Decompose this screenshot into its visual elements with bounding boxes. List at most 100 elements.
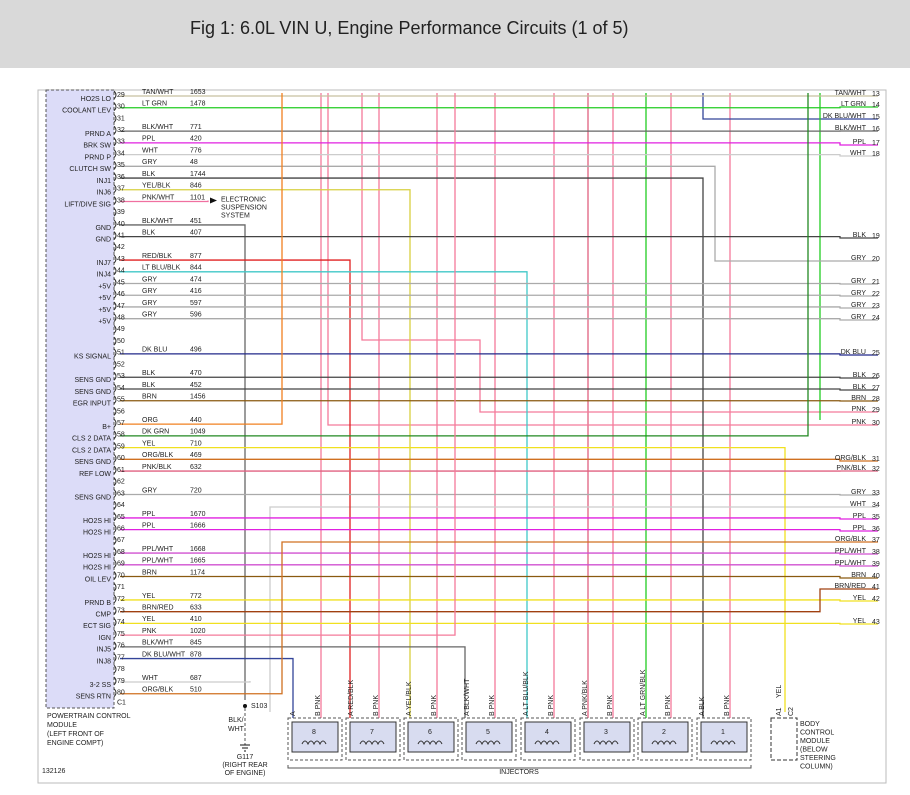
circuit-number: 48 xyxy=(190,159,198,166)
terminal-wire: PPL/WHT xyxy=(835,548,867,555)
wire xyxy=(361,93,878,413)
terminal-number: 34 xyxy=(872,502,880,509)
wire xyxy=(327,93,878,426)
pin-label: HO2S HI xyxy=(83,529,111,536)
pin-label: INJ4 xyxy=(97,272,112,279)
pin-label: REF LOW xyxy=(79,471,111,478)
terminal-wire: ORG/BLK xyxy=(835,536,866,543)
terminal-wire: LT GRN xyxy=(841,101,866,108)
pin-label: HO2S HI xyxy=(83,553,111,560)
wire xyxy=(120,153,878,157)
pin-label: CLUTCH SW xyxy=(69,166,111,173)
circuit-number: 597 xyxy=(190,300,202,307)
terminal-number: 14 xyxy=(872,102,880,109)
pin-connector xyxy=(113,582,117,592)
pin-connector xyxy=(113,500,117,510)
pin-b-label: B PNK xyxy=(373,695,380,716)
pin-connector xyxy=(113,383,117,393)
pin-number: 29 xyxy=(117,92,125,99)
terminal-wire: BLK xyxy=(853,232,867,239)
terminal-number: 22 xyxy=(872,291,880,298)
circuit-number: 1049 xyxy=(190,429,206,436)
pin-connector xyxy=(113,254,117,264)
wire-color: BRN/RED xyxy=(142,605,174,612)
pin-number: 39 xyxy=(117,209,125,216)
pin-label: IGN xyxy=(99,635,111,642)
coil xyxy=(593,740,619,746)
injector-number: 4 xyxy=(545,729,549,736)
pin-connector xyxy=(113,606,117,616)
terminal-number: 42 xyxy=(872,596,880,603)
pin-connector xyxy=(113,231,117,240)
injector-body xyxy=(524,721,572,753)
pin-a-label: A LT BLU/BLK xyxy=(523,671,530,716)
terminal-number: 40 xyxy=(872,573,880,580)
terminal-wire: GRY xyxy=(851,314,866,321)
wire-color: ORG/BLK xyxy=(142,452,173,459)
pin-number: 45 xyxy=(117,279,125,286)
circuit-number: 845 xyxy=(190,640,202,647)
terminal-wire: GRY xyxy=(851,489,866,496)
pin-number: 80 xyxy=(117,690,125,697)
ground-label: (RIGHT REAR xyxy=(222,762,267,769)
wire xyxy=(120,564,878,567)
wire-color: BLK xyxy=(142,171,156,178)
pin-label: KS SIGNAL xyxy=(74,354,111,361)
terminal-wire: PPL/WHT xyxy=(835,560,867,567)
terminal-number: 41 xyxy=(872,584,880,591)
wire-color: RED/BLK xyxy=(142,253,172,260)
wire-color: TAN/WHT xyxy=(142,89,174,96)
pin-number: 36 xyxy=(117,174,125,181)
pin-connector xyxy=(113,465,117,475)
wire-color: DK GRN xyxy=(142,429,169,436)
wire xyxy=(120,224,246,700)
pin-label: GND xyxy=(95,225,111,232)
pin-number: 33 xyxy=(117,139,125,146)
terminal-wire: BRN/RED xyxy=(834,583,866,590)
pin-connector xyxy=(113,149,117,158)
terminal-number: 37 xyxy=(872,537,880,544)
suspension-label: SUSPENSION xyxy=(221,204,267,211)
terminal-wire: GRY xyxy=(851,302,866,309)
pin-label: LIFT/DIVE SIG xyxy=(64,201,111,208)
pin-connector xyxy=(113,160,117,170)
coil xyxy=(475,740,501,746)
circuit-number: 1666 xyxy=(190,522,206,529)
wire xyxy=(120,165,878,262)
arrow xyxy=(210,197,217,204)
wire-color: BLK/WHT xyxy=(142,218,174,225)
terminal-wire: PPL xyxy=(853,513,866,520)
pin-b-label: B PNK xyxy=(315,695,322,716)
terminal-wire: YEL xyxy=(853,618,866,625)
pin-label: PRND P xyxy=(85,154,112,161)
pin-number: 70 xyxy=(117,572,125,579)
terminal-wire: PNK xyxy=(852,419,867,426)
coil xyxy=(651,740,677,746)
terminal-wire: BRN xyxy=(851,395,866,402)
pin-connector xyxy=(113,114,117,123)
pin-number: 62 xyxy=(117,479,125,486)
splice-wire: BLK/ xyxy=(228,717,243,724)
wire xyxy=(120,106,878,109)
terminal-wire: BLK/WHT xyxy=(835,125,867,132)
title: Fig 1: 6.0L VIN U, Engine Performance Ci… xyxy=(190,18,629,38)
terminal-wire: BLK xyxy=(853,372,867,379)
terminal-number: 23 xyxy=(872,303,880,310)
wire xyxy=(120,493,878,496)
terminal-number: 39 xyxy=(872,561,880,568)
pin-label: +5V xyxy=(98,307,111,314)
injector-number: 2 xyxy=(662,729,666,736)
pin-connector xyxy=(113,371,117,381)
terminal-wire: DK BLU xyxy=(841,349,866,356)
pin-number: 46 xyxy=(117,291,125,298)
pin-connector xyxy=(113,137,117,147)
pin-label: INJ5 xyxy=(97,647,112,654)
pin-connector xyxy=(113,407,117,416)
terminal-number: 28 xyxy=(872,396,880,403)
wire xyxy=(120,376,878,379)
wire xyxy=(120,235,878,239)
wire-color: BLK xyxy=(142,370,156,377)
circuit-number: 877 xyxy=(190,253,202,260)
wire-color: PNK/BLK xyxy=(142,464,172,471)
wire xyxy=(120,93,283,425)
